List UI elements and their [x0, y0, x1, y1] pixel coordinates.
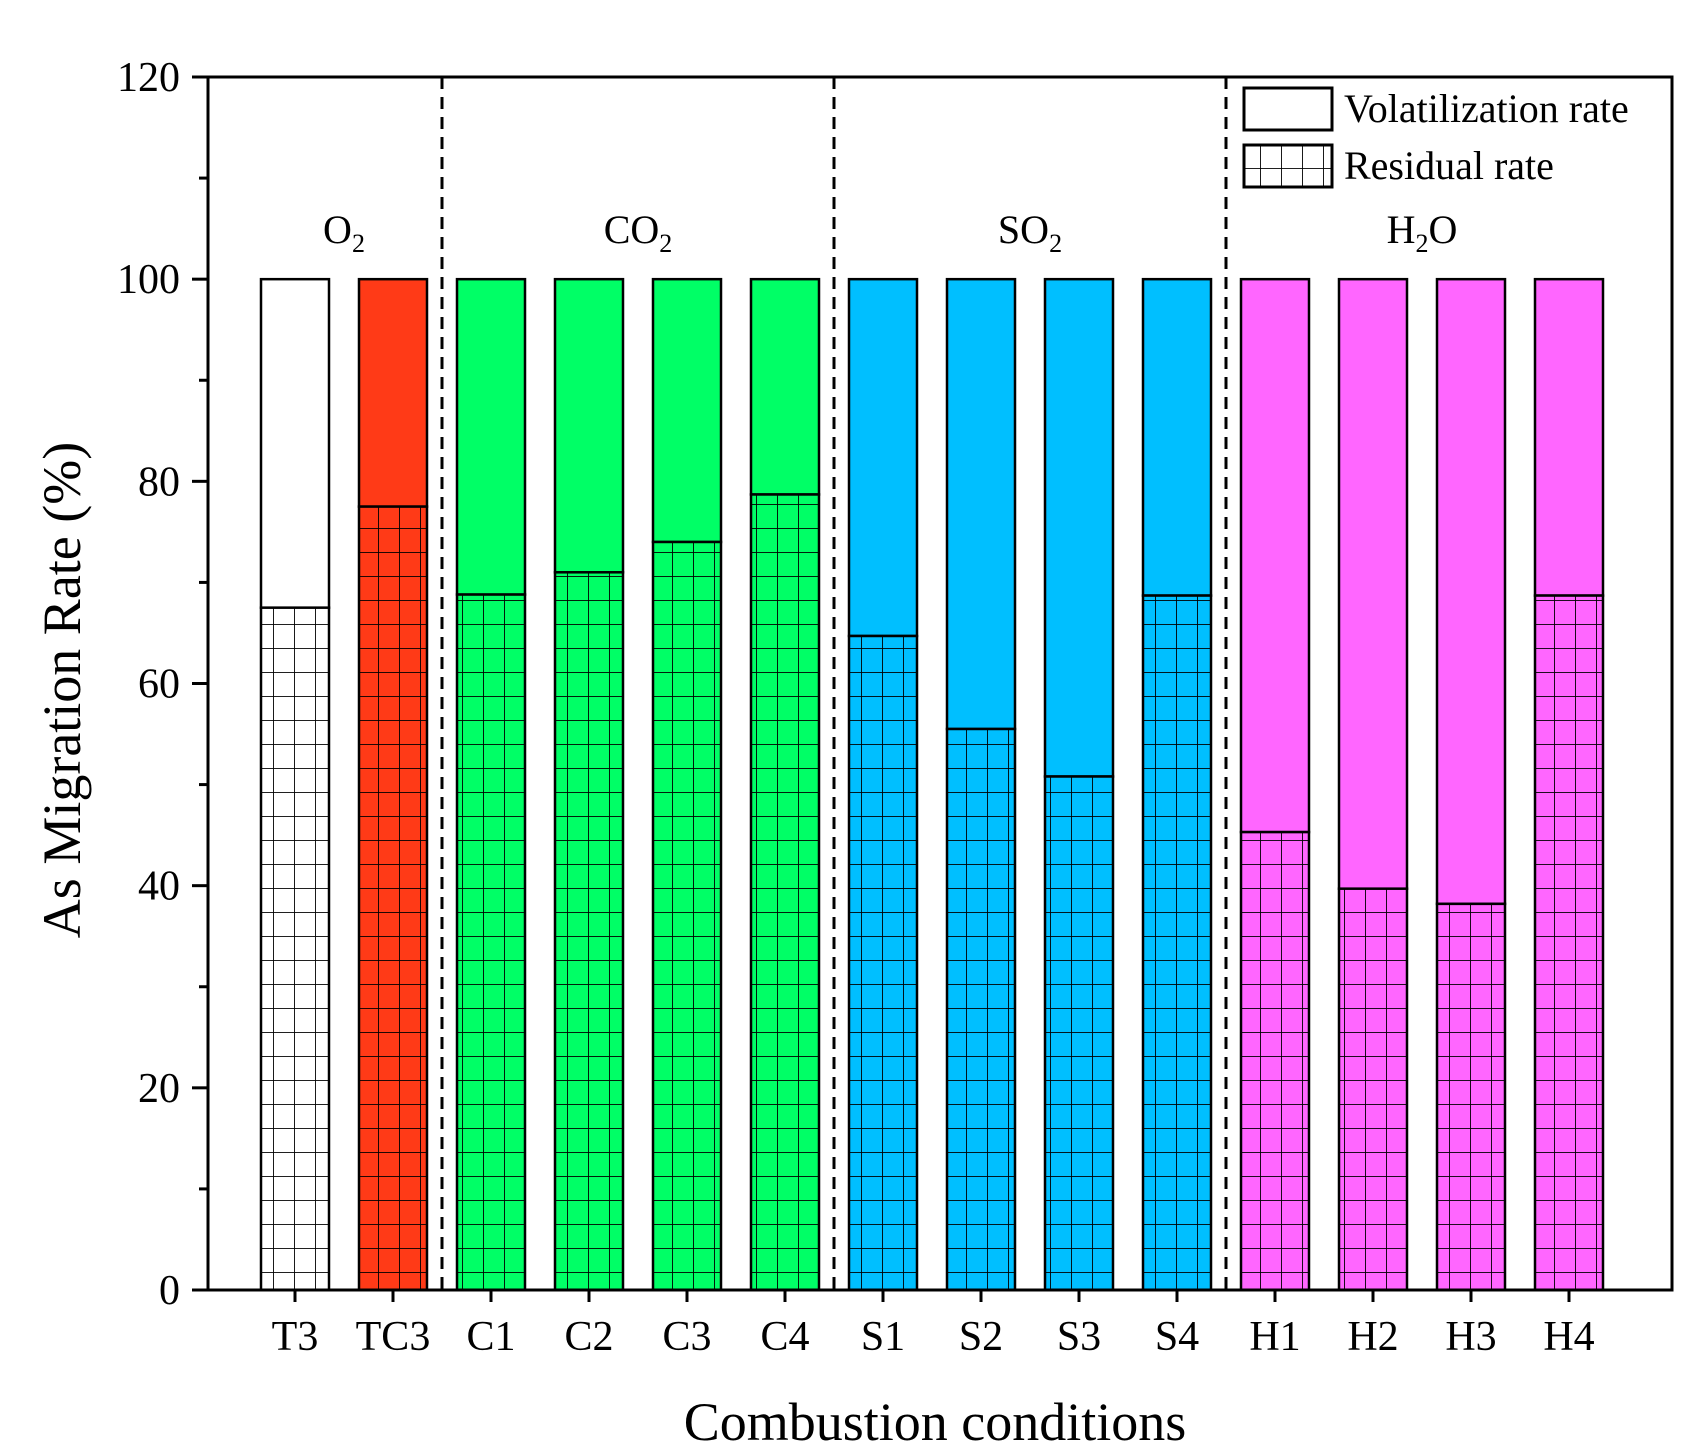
bar-residual-c3 [651, 540, 723, 1292]
bar-volatilization-s1 [847, 277, 919, 638]
x-tick-label: H2 [1347, 1314, 1398, 1360]
x-tick-label: S1 [861, 1314, 905, 1360]
bar-residual-h1 [1239, 830, 1311, 1292]
y-tick-label: 20 [138, 1066, 180, 1112]
y-tick-label: 60 [138, 662, 180, 708]
bar-volatilization-c4 [749, 277, 821, 496]
x-tick-label: C4 [760, 1314, 809, 1360]
bar-volatilization-tc3 [357, 277, 429, 508]
bar-residual-h2 [1337, 887, 1409, 1292]
bar-residual-tc3 [357, 505, 429, 1292]
bar-volatilization-s2 [945, 277, 1017, 731]
x-tick-label: H4 [1543, 1314, 1594, 1360]
y-tick-label: 80 [138, 459, 180, 505]
bar-residual-c4 [749, 493, 821, 1292]
bar-residual-c1 [455, 593, 527, 1292]
bar-volatilization-c3 [651, 277, 723, 544]
y-tick-label: 0 [159, 1268, 180, 1314]
group-label: SO2 [998, 207, 1062, 258]
bar-volatilization-t3 [259, 277, 331, 609]
bar-residual-c2 [553, 571, 625, 1292]
bar-volatilization-h1 [1239, 277, 1311, 834]
bar-residual-s3 [1043, 775, 1115, 1292]
bar-residual-t3 [259, 606, 331, 1292]
x-tick-label: H3 [1445, 1314, 1496, 1360]
group-label: O2 [323, 207, 365, 258]
x-tick-label: H1 [1249, 1314, 1300, 1360]
bar-volatilization-c1 [455, 277, 527, 596]
group-label: CO2 [604, 207, 673, 258]
x-tick-label: T3 [272, 1314, 319, 1360]
group-separators [440, 77, 1228, 1290]
group-labels: O2 CO2 SO2 H2O [323, 207, 1457, 258]
x-axis-title: Combustion conditions [684, 1392, 1187, 1451]
bar-volatilization-c2 [553, 277, 625, 574]
y-tick-label: 100 [117, 257, 180, 303]
bar-volatilization-s4 [1141, 277, 1213, 597]
bar-volatilization-h4 [1533, 277, 1605, 597]
bar-residual-s1 [847, 634, 919, 1292]
legend: Volatilization rate Residual rate [1242, 86, 1629, 189]
group-label: H2O [1387, 207, 1458, 258]
bars-layer [259, 277, 1605, 1292]
x-tick-label: C2 [564, 1314, 613, 1360]
bar-volatilization-s3 [1043, 277, 1115, 778]
legend-swatch-solid [1242, 86, 1334, 132]
legend-swatch-grid [1242, 143, 1334, 189]
y-tick-label: 120 [117, 55, 180, 101]
x-tick-label: C3 [662, 1314, 711, 1360]
bar-residual-s4 [1141, 594, 1213, 1292]
bar-volatilization-h3 [1435, 277, 1507, 906]
y-axis-title: As Migration Rate (%) [32, 442, 92, 938]
x-tick-label: S2 [959, 1314, 1003, 1360]
x-axis: T3 TC3 C1 C2 C3 C4 S1 S2 S3 S4 H1 H2 H3 H4 [272, 1290, 1595, 1360]
x-tick-label: TC3 [356, 1314, 431, 1360]
legend-label: Residual rate [1344, 143, 1554, 188]
y-tick-label: 40 [138, 864, 180, 910]
x-tick-label: S4 [1155, 1314, 1199, 1360]
bar-volatilization-h2 [1337, 277, 1409, 890]
bar-residual-h3 [1435, 902, 1507, 1292]
bar-residual-s2 [945, 727, 1017, 1292]
x-tick-label: S3 [1057, 1314, 1101, 1360]
x-tick-label: C1 [466, 1314, 515, 1360]
y-axis: 0 20 40 60 80 100 120 [117, 55, 208, 1314]
legend-label: Volatilization rate [1344, 86, 1629, 131]
bar-residual-h4 [1533, 594, 1605, 1292]
